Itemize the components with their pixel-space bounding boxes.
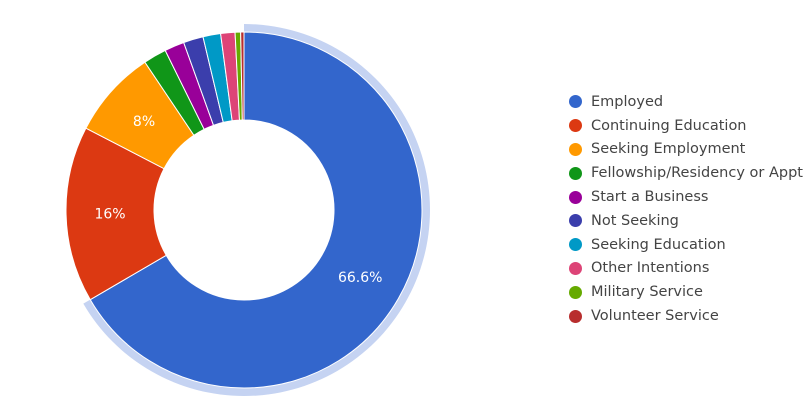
legend-item-seeking-employment[interactable]: Seeking Employment xyxy=(569,138,803,162)
legend-item-fellowship-residency-or-appt[interactable]: Fellowship/Residency or Appt xyxy=(569,161,803,185)
legend-item-not-seeking[interactable]: Not Seeking xyxy=(569,209,803,233)
legend-swatch-fellowship-residency-or-appt xyxy=(569,166,582,180)
slice-volunteer-service[interactable] xyxy=(240,31,245,121)
legend-label-employed: Employed xyxy=(591,93,664,110)
legend-swatch-other-intentions xyxy=(569,261,582,275)
legend-swatch-military-service xyxy=(569,285,582,299)
legend-label-continuing-education: Continuing Education xyxy=(591,117,747,134)
legend-swatch-seeking-employment xyxy=(569,142,582,156)
legend-label-fellowship-residency-or-appt: Fellowship/Residency or Appt xyxy=(591,165,803,182)
legend-label-military-service: Military Service xyxy=(591,284,703,301)
slice-employed[interactable] xyxy=(89,31,423,389)
legend-label-seeking-education: Seeking Education xyxy=(591,236,726,253)
legend-item-other-intentions[interactable]: Other Intentions xyxy=(569,257,803,281)
legend-label-other-intentions: Other Intentions xyxy=(591,260,710,277)
legend-item-continuing-education[interactable]: Continuing Education xyxy=(569,114,803,138)
chart-legend: Employed Continuing Education Seeking Empl… xyxy=(569,90,803,328)
legend-label-volunteer-service: Volunteer Service xyxy=(591,308,719,325)
legend-swatch-seeking-education xyxy=(569,238,582,252)
slice-continuing-education[interactable] xyxy=(65,127,167,301)
legend-item-seeking-education[interactable]: Seeking Education xyxy=(569,233,803,257)
legend-swatch-volunteer-service xyxy=(569,309,582,323)
legend-swatch-employed xyxy=(569,95,582,109)
slice-data-label-continuing-education: 16% xyxy=(94,206,125,222)
legend-label-not-seeking: Not Seeking xyxy=(591,212,679,229)
legend-item-start-a-business[interactable]: Start a Business xyxy=(569,185,803,209)
legend-swatch-not-seeking xyxy=(569,214,582,228)
legend-swatch-continuing-education xyxy=(569,119,582,133)
legend-swatch-start-a-business xyxy=(569,190,582,204)
legend-label-seeking-employment: Seeking Employment xyxy=(591,141,746,158)
legend-item-volunteer-service[interactable]: Volunteer Service xyxy=(569,304,803,328)
slice-data-label-seeking-employment: 8% xyxy=(133,114,155,130)
legend-item-employed[interactable]: Employed xyxy=(569,90,803,114)
legend-item-military-service[interactable]: Military Service xyxy=(569,280,803,304)
legend-label-start-a-business: Start a Business xyxy=(591,189,709,206)
slice-data-label-employed: 66.6% xyxy=(338,270,382,286)
